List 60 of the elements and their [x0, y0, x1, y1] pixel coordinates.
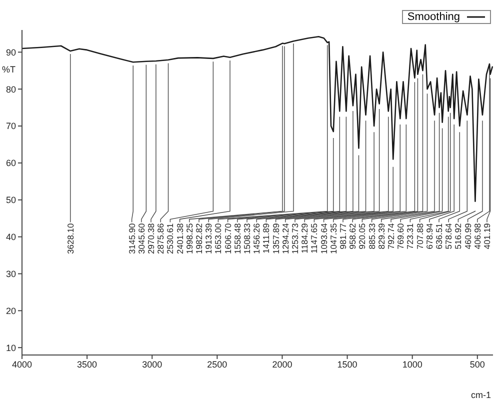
annotation: 1047.35 — [328, 222, 338, 254]
annotation: 958.62 — [348, 222, 358, 250]
annotation: 1357.89 — [270, 222, 281, 254]
y-tick-label: 70 — [6, 121, 16, 132]
annotation: 516.92 — [453, 222, 464, 250]
x-tick-label: 3000 — [142, 359, 162, 370]
x-tick-label: 4000 — [12, 359, 32, 370]
annotation: 1147.65 — [309, 222, 320, 254]
annotation: 769.60 — [396, 222, 406, 250]
y-tick-label: 60 — [6, 158, 16, 168]
x-tick-label: 3500 — [77, 359, 98, 370]
annotation: 920.05 — [357, 222, 368, 250]
annotation: 2530.61 — [165, 222, 176, 254]
y-tick-label: 20 — [6, 306, 16, 316]
annotation: 1998.25 — [184, 222, 194, 254]
x-tick-label: 2500 — [207, 359, 228, 370]
y-tick-label: 80 — [6, 84, 16, 94]
annotation: 792.74 — [386, 222, 396, 250]
y-tick-label: 50 — [6, 195, 16, 206]
annotation: 981.77 — [338, 222, 348, 250]
y-tick-label: 10 — [6, 342, 16, 353]
x-tick-label: 1000 — [402, 359, 422, 370]
annotation: 1253.73 — [290, 222, 300, 254]
annotation: 636.51 — [434, 222, 444, 250]
annotation: 3145.90 — [126, 222, 137, 254]
annotation: 829.39 — [376, 222, 386, 250]
y-tick-label: 40 — [6, 232, 16, 242]
x-tick-label: 500 — [470, 359, 485, 370]
annotation: 1411.89 — [261, 222, 272, 254]
annotation: 1653.00 — [213, 222, 224, 254]
annotation: 885.33 — [366, 222, 377, 250]
annotation: 401.19 — [482, 222, 492, 250]
annotation: 578.64 — [444, 222, 454, 250]
annotation: 406.98 — [472, 222, 482, 250]
annotation: 3628.10 — [65, 222, 76, 254]
annotation: 1558.48 — [232, 222, 242, 254]
annotation: 1606.70 — [222, 222, 233, 254]
x-tick-label: 1500 — [337, 359, 358, 370]
annotation: 2875.86 — [156, 222, 166, 254]
annotation: 3045.60 — [136, 222, 146, 254]
line-series — [22, 36, 493, 202]
annotation: 2970.38 — [146, 222, 156, 254]
annotation: 1294.24 — [280, 222, 290, 254]
x-axis-title: cm-1 — [471, 390, 491, 400]
y-tick-label: 90 — [6, 47, 16, 58]
annotation: 707.88 — [414, 222, 425, 250]
x-tick-label: 2000 — [272, 359, 292, 370]
y-tick-label: 30 — [6, 268, 16, 279]
annotation: 1508.33 — [242, 222, 252, 254]
annotation: 1093.64 — [318, 222, 329, 254]
legend-label: Smoothing — [407, 11, 460, 23]
annotation: 1184.29 — [300, 222, 310, 254]
annotation: 1456.26 — [252, 222, 262, 254]
annotation: 1982.82 — [194, 222, 204, 254]
annotation: 2401.38 — [174, 222, 185, 254]
y-axis-title: %T — [2, 64, 16, 74]
annotation: 1913.39 — [204, 222, 214, 254]
annotation: 723.31 — [405, 222, 416, 250]
annotation: 460.99 — [462, 222, 473, 250]
annotation: 678.94 — [424, 222, 434, 250]
